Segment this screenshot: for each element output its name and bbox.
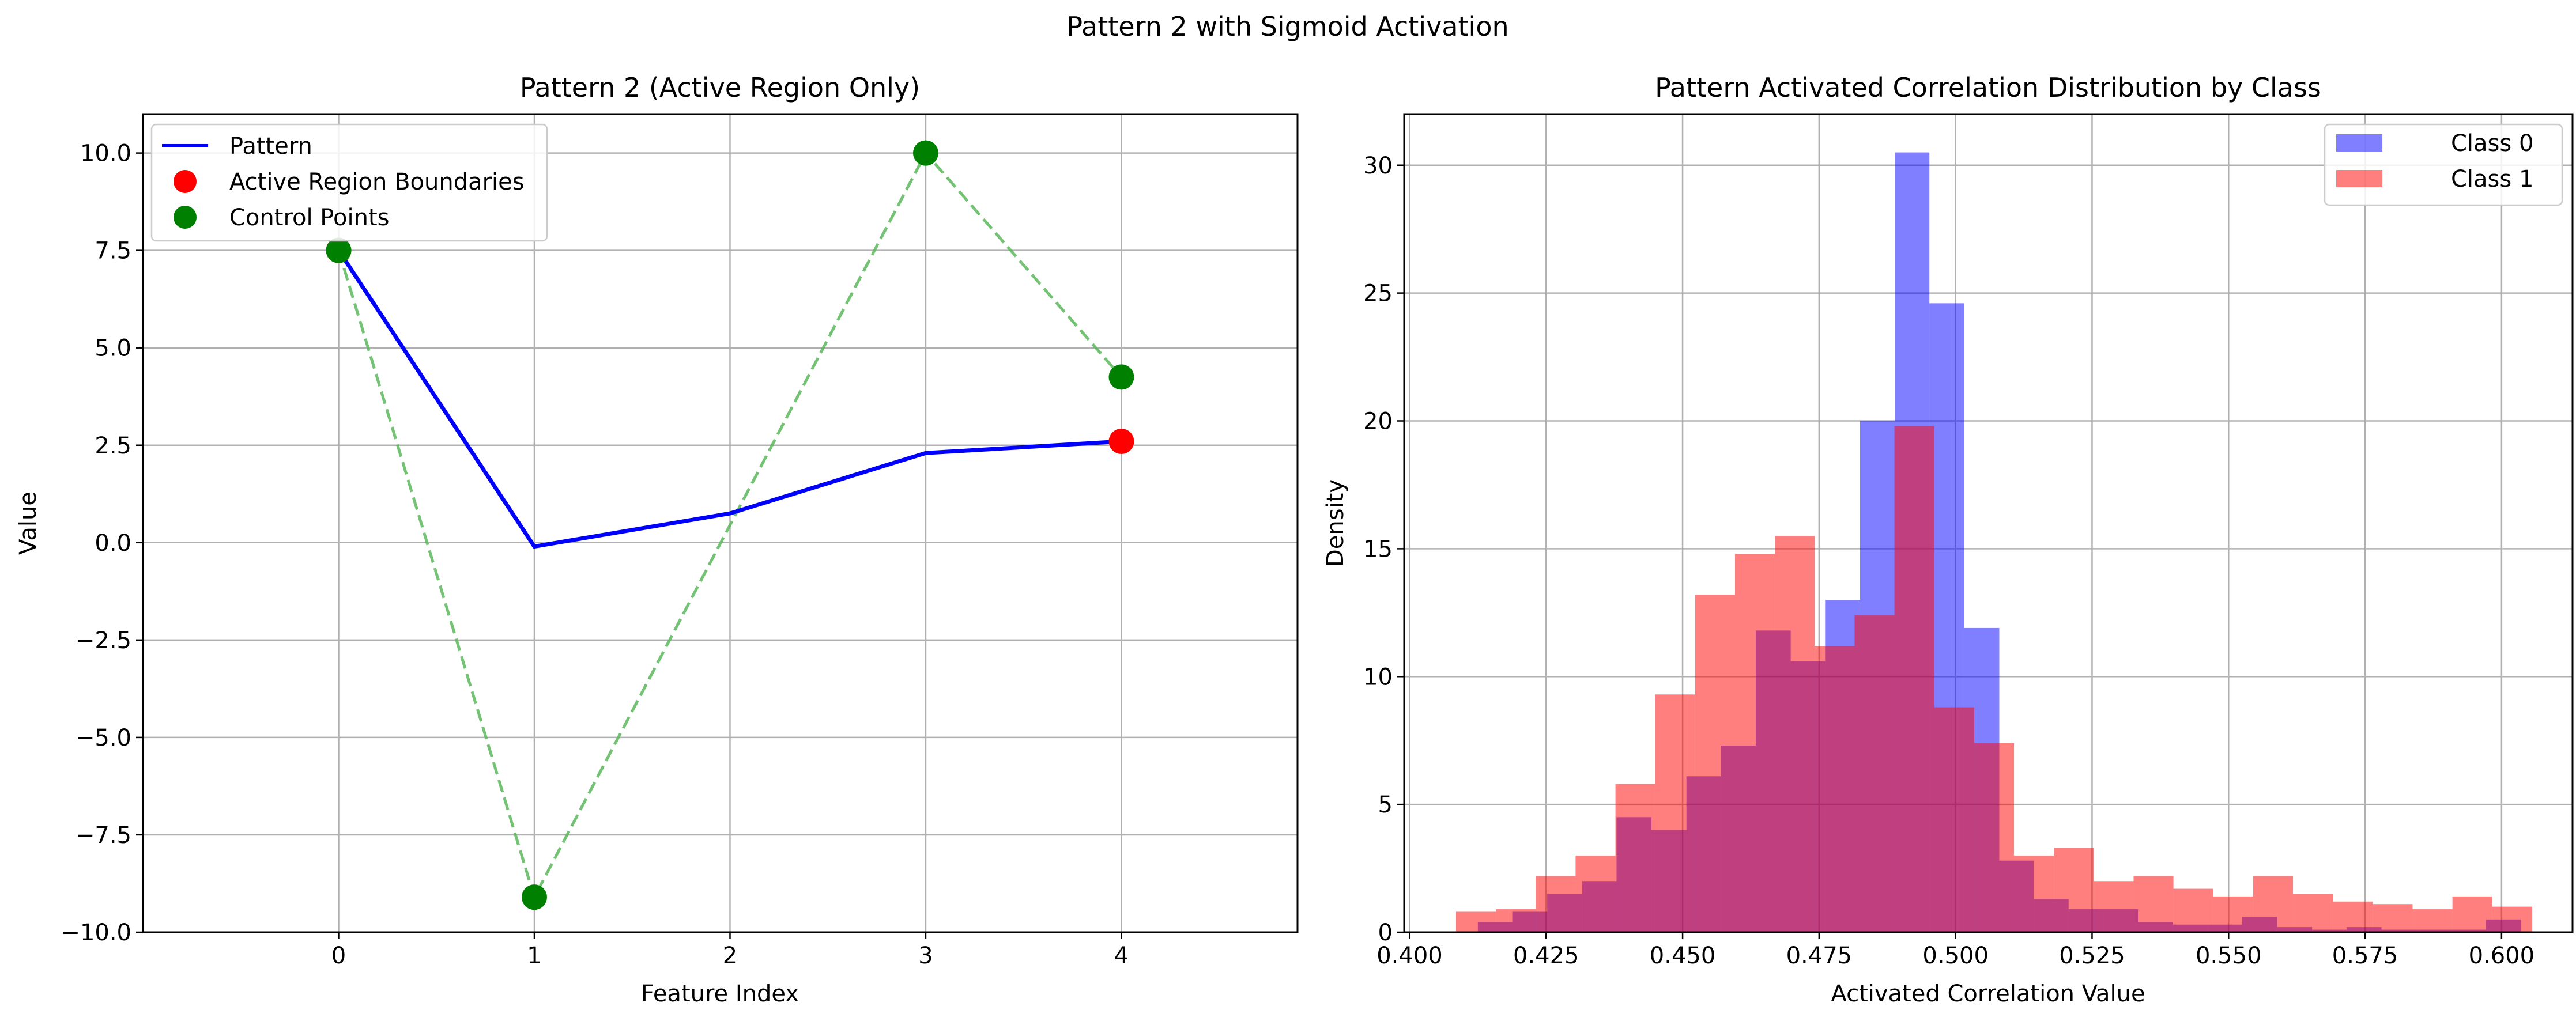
class-1-histogram-bar: [2094, 881, 2134, 932]
right-legend: Class 0 Class 1: [2324, 123, 2563, 206]
class-1-histogram-bar: [2492, 906, 2532, 932]
right-x-axis-label: Activated Correlation Value: [1831, 981, 2145, 1007]
left-y-axis-label: Value: [15, 491, 42, 555]
left-plot-frame: [142, 113, 1299, 933]
class-1-histogram-bar: [2452, 896, 2492, 932]
left-x-tick-label: 1: [527, 943, 541, 969]
left-y-tick-label: 0.0: [95, 530, 131, 557]
right-x-tick-label: 0.500: [1922, 943, 1989, 969]
right-y-tick-label: 20: [1363, 409, 1393, 435]
class-1-histogram-bar: [1575, 855, 1616, 932]
legend-swatch-class-0: [2336, 134, 2382, 152]
right-y-tick-label: 0: [1378, 920, 1393, 946]
legend-label-boundaries: Active Region Boundaries: [229, 169, 525, 195]
left-x-tick-label: 0: [331, 943, 346, 969]
left-y-tick-label: 2.5: [95, 433, 131, 459]
left-y-tick-label: −2.5: [76, 627, 131, 654]
class-1-histogram-bar: [2014, 855, 2054, 932]
class-1-histogram-bar: [2412, 909, 2453, 932]
class-1-histogram-bar: [1974, 743, 2015, 932]
right-ticks: 0.400 0.425 0.450 0.475 0.500 0.525 0.550 0.575…: [1363, 153, 2534, 969]
class-1-histogram-bar: [1854, 615, 1895, 932]
class-1-histogram-bar: [1775, 536, 1815, 932]
left-y-tick-label: 5.0: [95, 335, 131, 362]
right-y-tick-label: 15: [1363, 536, 1393, 562]
left-y-tick-label: −5.0: [76, 725, 131, 751]
class-1-histogram-bar: [2173, 888, 2213, 932]
left-chart: 0 1 2 3 4 −10.0 −7.5 −5.0 −2.5 0.0 2.5 5.0 7.5 10.0 P…: [15, 72, 1299, 1007]
class-1-histogram-bar: [1735, 554, 1775, 932]
legend-swatch-control-points-marker: [174, 206, 197, 229]
active-region-boundary-marker: [1108, 429, 1134, 454]
right-x-tick-label: 0.400: [1376, 943, 1443, 969]
left-y-tick-label: 10.0: [80, 141, 131, 167]
left-chart-title: Pattern 2 (Active Region Only): [520, 72, 920, 103]
right-x-tick-label: 0.600: [2469, 943, 2535, 969]
legend-label-pattern: Pattern: [229, 133, 312, 160]
right-x-tick-label: 0.425: [1513, 943, 1579, 969]
figure-suptitle: Pattern 2 with Sigmoid Activation: [1066, 11, 1508, 42]
left-legend-box: [150, 123, 548, 242]
left-x-tick-label: 4: [1114, 943, 1129, 969]
class-1-histogram-bar: [1655, 694, 1695, 932]
right-y-tick-label: 10: [1363, 664, 1393, 690]
control-point-marker: [1108, 364, 1134, 390]
right-y-tick-label: 25: [1363, 281, 1393, 307]
left-y-tick-label: 7.5: [95, 238, 131, 264]
legend-swatch-class-1: [2336, 170, 2382, 187]
left-ticks: 0 1 2 3 4 −10.0 −7.5 −5.0 −2.5 0.0 2.5 5.0 7.5 10.0: [61, 141, 1129, 969]
class-1-histogram-bar: [1894, 426, 1934, 932]
left-x-tick-label: 2: [723, 943, 737, 969]
pattern-line: [337, 249, 1122, 549]
right-y-axis-label: Density: [1322, 479, 1349, 567]
class-1-histogram-bar: [1615, 784, 1655, 932]
left-legend: Pattern Active Region Boundaries Control…: [150, 123, 548, 242]
right-y-tick-label: 30: [1363, 153, 1393, 179]
class-1-histogram-bar: [2253, 876, 2294, 932]
left-y-tick-label: −10.0: [61, 920, 131, 946]
legend-label-control-points: Control Points: [229, 205, 389, 231]
class-1-histogram-bar: [1815, 646, 1855, 932]
control-point-marker: [521, 884, 547, 910]
right-x-tick-label: 0.575: [2332, 943, 2398, 969]
class-1-histogram-bar: [1496, 909, 1536, 932]
class-1-histogram-bar: [2213, 896, 2253, 932]
right-legend-box: [2324, 123, 2563, 206]
right-plot-frame: [1403, 113, 2574, 933]
left-x-axis-label: Feature Index: [641, 981, 799, 1007]
right-chart-title: Pattern Activated Correlation Distributi…: [1655, 72, 2321, 103]
class-1-histogram-bar: [1934, 707, 1974, 932]
class-1-histogram-bar: [1536, 876, 1576, 932]
right-y-tick-label: 5: [1378, 792, 1393, 818]
right-chart: 0.400 0.425 0.450 0.475 0.500 0.525 0.550 0.575…: [1322, 72, 2574, 1007]
class-1-histogram-bar: [2333, 901, 2373, 932]
class-1-histogram-bar: [2373, 904, 2413, 932]
control-points-dashed-line: [337, 150, 1123, 901]
left-series-layer: [326, 140, 1134, 910]
right-x-tick-label: 0.475: [1786, 943, 1853, 969]
class-1-histogram-bar: [2293, 894, 2333, 932]
legend-label-class-0: Class 0: [2451, 130, 2533, 157]
class-1-histogram-bar: [1695, 595, 1736, 932]
class-1-histogram-bar: [1455, 911, 1496, 932]
right-x-tick-label: 0.450: [1650, 943, 1716, 969]
control-point-marker: [326, 237, 352, 263]
control-point-marker: [912, 140, 938, 166]
right-bars-layer: [1455, 152, 2532, 932]
legend-label-class-1: Class 1: [2451, 166, 2533, 192]
left-x-tick-label: 3: [918, 943, 933, 969]
class-1-histogram-bar: [2054, 848, 2094, 932]
left-y-tick-label: −7.5: [76, 822, 131, 849]
class-1-histogram-bar: [2133, 876, 2174, 932]
right-x-tick-label: 0.525: [2059, 943, 2125, 969]
right-x-tick-label: 0.550: [2196, 943, 2262, 969]
legend-swatch-boundaries-marker: [174, 170, 197, 193]
